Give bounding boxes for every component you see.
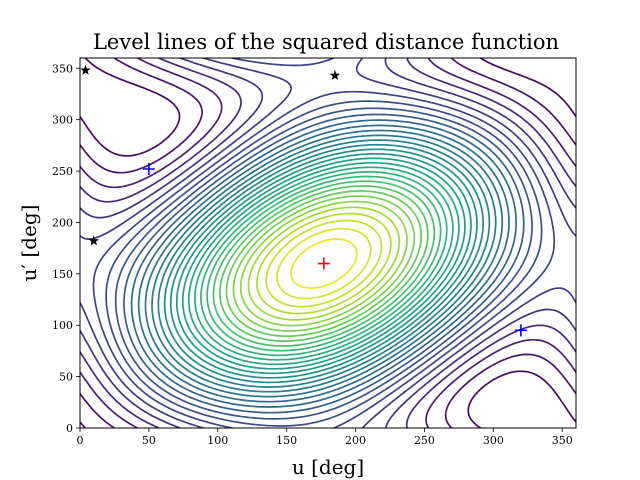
x-axis-label: u [deg]: [292, 455, 364, 479]
contour-level: [80, 58, 576, 428]
contour-level: [265, 219, 383, 308]
contour-level: [157, 139, 491, 388]
contour-level: [256, 212, 392, 315]
y-tick-label: 250: [52, 165, 73, 178]
y-axis-label: u′ [deg]: [17, 205, 41, 282]
contour-level: [80, 58, 576, 428]
contour-level: [193, 166, 454, 361]
contour-level: [247, 206, 401, 321]
star-marker: [88, 235, 100, 246]
x-tick-label: 300: [483, 434, 504, 447]
plus-marker: [142, 163, 155, 175]
x-tick-label: 100: [207, 434, 228, 447]
contour-level: [80, 58, 576, 428]
y-tick-label: 200: [52, 216, 73, 229]
x-tick-label: 250: [414, 434, 435, 447]
contour-level: [175, 152, 472, 375]
contour-level: [239, 200, 408, 327]
y-tick-label: 100: [52, 319, 73, 332]
x-tick-label: 200: [345, 434, 366, 447]
contour-level: [169, 148, 478, 379]
contour-level: [144, 129, 504, 398]
contour-level: [80, 58, 576, 428]
x-axis: 0 50 100 150 200 250 300 350: [77, 428, 573, 447]
plus-marker: [514, 324, 527, 337]
x-tick-label: 50: [142, 434, 156, 447]
contour-level: [92, 58, 556, 428]
contour-level: [80, 58, 576, 428]
contour-level: [163, 143, 484, 384]
y-tick-label: 300: [52, 114, 73, 127]
contour-level: [123, 113, 525, 414]
contour-level: [212, 180, 436, 347]
y-axis: 0 50 100 150 200 250 300 350: [52, 62, 80, 435]
contour-level: [187, 161, 460, 366]
contour-level: [137, 124, 510, 403]
chart-title: Level lines of the squared distance func…: [93, 30, 559, 54]
contour-lines: [80, 58, 576, 428]
contour-level: [232, 195, 416, 332]
y-tick-label: 150: [52, 268, 73, 281]
contour-level: [290, 238, 358, 289]
contour-level: [114, 107, 533, 420]
y-tick-label: 350: [52, 62, 73, 75]
y-tick-label: 50: [59, 371, 73, 384]
plot-frame: [79, 57, 577, 429]
contour-level: [130, 119, 517, 408]
x-tick-label: 0: [77, 434, 84, 447]
contour-level: [80, 58, 576, 428]
star-marker: [329, 69, 341, 80]
plus-marker: [317, 257, 330, 270]
star-marker: [80, 64, 91, 75]
contour-level: [276, 227, 372, 300]
x-tick-label: 150: [276, 434, 297, 447]
contour-level: [225, 190, 423, 338]
markers: [80, 64, 527, 337]
y-tick-label: 0: [66, 422, 73, 435]
contour-level: [181, 157, 466, 370]
contour-level: [206, 175, 442, 352]
contour-level: [219, 185, 429, 342]
contour-level: [105, 100, 543, 427]
contour-level: [200, 171, 448, 357]
contour-level: [151, 134, 497, 393]
x-tick-label: 350: [552, 434, 573, 447]
